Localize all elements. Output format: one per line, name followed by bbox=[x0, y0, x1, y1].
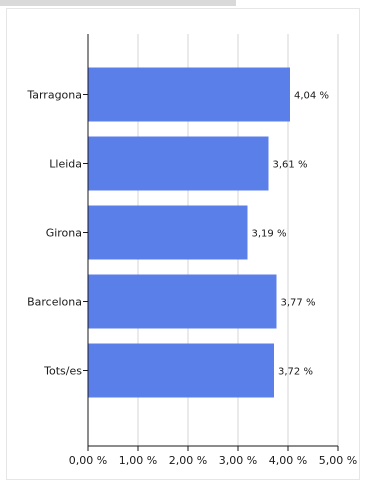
category-label-4: Tots/es bbox=[43, 365, 82, 378]
bar-tarragona bbox=[88, 67, 290, 122]
x-tick-label-0: 0,00 % bbox=[69, 454, 107, 467]
data-label-2: 3,19 % bbox=[252, 229, 287, 240]
axes bbox=[83, 34, 339, 451]
x-tick-label-3: 3,00 % bbox=[219, 454, 257, 467]
labels: 0,00 % 1,00 % 2,00 % 3,00 % 4,00 % 5,00 % Tarr… bbox=[26, 89, 357, 468]
category-label-1: Lleida bbox=[49, 158, 82, 171]
bar-lleida bbox=[88, 136, 269, 191]
data-label-1: 3,61 % bbox=[273, 160, 308, 171]
bars bbox=[88, 67, 290, 398]
data-label-3: 3,77 % bbox=[281, 298, 316, 309]
x-tick-label-5: 5,00 % bbox=[319, 454, 357, 467]
top-divider bbox=[0, 0, 236, 6]
x-tick-label-2: 2,00 % bbox=[169, 454, 207, 467]
data-label-4: 3,72 % bbox=[278, 367, 313, 378]
x-tick-label-4: 4,00 % bbox=[269, 454, 307, 467]
category-label-2: Girona bbox=[46, 227, 82, 240]
bar-barcelona bbox=[88, 274, 277, 329]
bar-tots-es bbox=[88, 343, 274, 398]
bar-girona bbox=[88, 205, 248, 260]
data-label-0: 4,04 % bbox=[294, 91, 329, 102]
x-tick-label-1: 1,00 % bbox=[119, 454, 157, 467]
category-label-0: Tarragona bbox=[26, 89, 82, 102]
category-label-3: Barcelona bbox=[27, 296, 82, 309]
